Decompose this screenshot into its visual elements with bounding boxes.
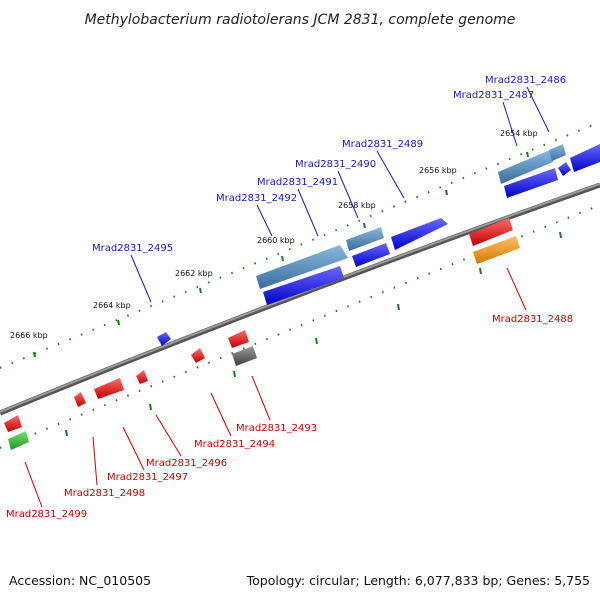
gene-mrad2831-2499[interactable] xyxy=(4,415,22,432)
genome-backbone xyxy=(0,182,600,416)
gene-label-mrad2831-2493[interactable]: Mrad2831_2493 xyxy=(236,423,317,434)
gene-label-mrad2831-2486[interactable]: Mrad2831_2486 xyxy=(485,75,566,86)
gene-mrad2831-2499-b[interactable] xyxy=(8,431,29,450)
gene-mrad2831-2498[interactable] xyxy=(74,392,86,407)
gene-label-mrad2831-2497[interactable]: Mrad2831_2497 xyxy=(107,472,188,483)
gene-mrad2831-2494[interactable] xyxy=(191,348,205,363)
gene-mrad2831-2492[interactable] xyxy=(263,266,344,305)
scale-label: 2654 kbp xyxy=(500,129,538,138)
gene-label-mrad2831-2491[interactable]: Mrad2831_2491 xyxy=(257,177,338,188)
scale-label: 2662 kbp xyxy=(175,269,213,278)
gene-label-mrad2831-2487[interactable]: Mrad2831_2487 xyxy=(453,90,534,101)
forward-major-ticks xyxy=(33,151,529,358)
gene-label-mrad2831-2492[interactable]: Mrad2831_2492 xyxy=(216,193,297,204)
gene-mrad2831-2486-b[interactable] xyxy=(504,168,558,198)
gene-mrad2831-2487-b[interactable] xyxy=(549,144,566,161)
scale-label: 2658 kbp xyxy=(338,201,376,210)
gene-mrad2831-2495[interactable] xyxy=(157,332,171,346)
gene-mrad2831-2489[interactable] xyxy=(391,218,448,250)
reverse-major-ticks xyxy=(65,231,562,437)
gene-mrad2831-2493[interactable] xyxy=(228,330,249,348)
gene-mrad2831-2490[interactable] xyxy=(346,227,384,251)
scale-label: 2664 kbp xyxy=(93,301,131,310)
gene-mrad2831-2496[interactable] xyxy=(136,370,148,384)
gene-mrad2831-2491[interactable] xyxy=(256,245,348,289)
gene-mrad2831-2488-b[interactable] xyxy=(473,236,520,264)
forward-gene-labels xyxy=(130,86,550,303)
gene-label-mrad2831-2498[interactable]: Mrad2831_2498 xyxy=(64,488,145,499)
gene-mrad2831-2490-b[interactable] xyxy=(352,243,390,267)
reverse-genes xyxy=(4,218,520,450)
gene-label-mrad2831-2490[interactable]: Mrad2831_2490 xyxy=(295,159,376,170)
gene-label-mrad2831-2494[interactable]: Mrad2831_2494 xyxy=(194,439,275,450)
gene-mrad2831-2493-b[interactable] xyxy=(232,346,257,366)
scale-labels: 2654 kbp 2656 kbp 2658 kbp 2660 kbp 2662… xyxy=(10,129,538,340)
gene-mrad2831-2486-c[interactable] xyxy=(558,162,571,176)
topology-text: Topology: circular; Length: 6,077,833 bp… xyxy=(246,573,590,588)
gene-mrad2831-2497[interactable] xyxy=(94,378,124,399)
gene-label-mrad2831-2495[interactable]: Mrad2831_2495 xyxy=(92,243,173,254)
gene-label-mrad2831-2496[interactable]: Mrad2831_2496 xyxy=(146,458,227,469)
forward-genes xyxy=(157,144,600,346)
genome-title: Methylobacterium radiotolerans JCM 2831,… xyxy=(85,12,516,28)
gene-label-mrad2831-2489[interactable]: Mrad2831_2489 xyxy=(342,139,423,150)
reverse-gene-labels xyxy=(24,267,527,508)
scale-label: 2660 kbp xyxy=(257,236,295,245)
scale-label: 2666 kbp xyxy=(10,331,48,340)
gene-mrad2831-2486[interactable] xyxy=(570,144,600,172)
scale-label: 2656 kbp xyxy=(419,166,457,175)
gene-mrad2831-2487[interactable] xyxy=(498,150,553,184)
accession-text: Accession: NC_010505 xyxy=(9,573,152,588)
gene-label-mrad2831-2488[interactable]: Mrad2831_2488 xyxy=(492,314,573,325)
gene-mrad2831-2488[interactable] xyxy=(469,218,513,246)
gene-label-mrad2831-2499[interactable]: Mrad2831_2499 xyxy=(6,509,87,520)
